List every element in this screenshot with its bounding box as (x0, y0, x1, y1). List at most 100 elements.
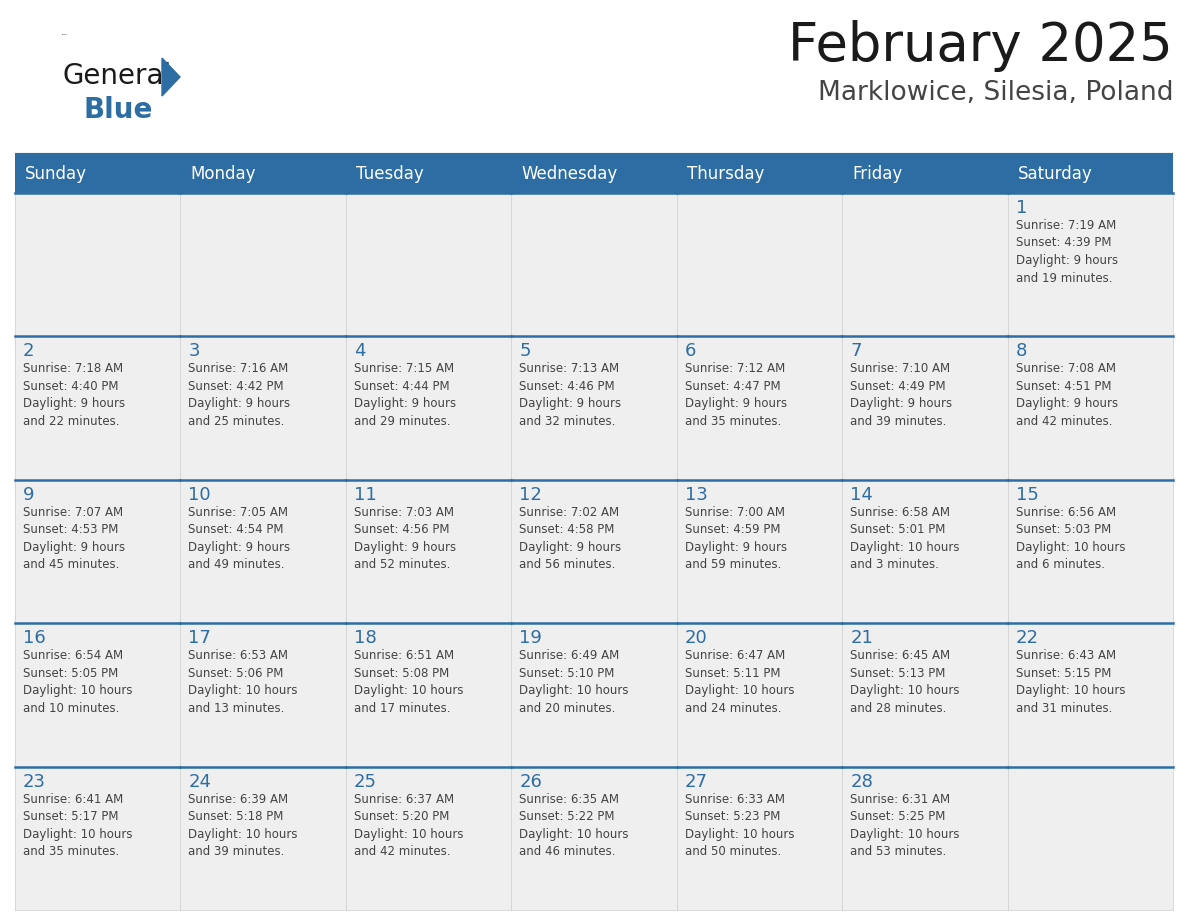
Text: Sunrise: 6:31 AM
Sunset: 5:25 PM
Daylight: 10 hours
and 53 minutes.: Sunrise: 6:31 AM Sunset: 5:25 PM Dayligh… (851, 792, 960, 858)
Bar (1007, 480, 1173, 623)
Bar (842, 623, 1007, 767)
Text: Saturday: Saturday (1018, 165, 1092, 183)
Text: Sunrise: 6:35 AM
Sunset: 5:22 PM
Daylight: 10 hours
and 46 minutes.: Sunrise: 6:35 AM Sunset: 5:22 PM Dayligh… (519, 792, 628, 858)
Bar (1007, 767, 1173, 910)
Text: Sunrise: 6:54 AM
Sunset: 5:05 PM
Daylight: 10 hours
and 10 minutes.: Sunrise: 6:54 AM Sunset: 5:05 PM Dayligh… (23, 649, 133, 715)
Bar (842, 767, 1007, 910)
Text: Sunrise: 7:18 AM
Sunset: 4:40 PM
Daylight: 9 hours
and 22 minutes.: Sunrise: 7:18 AM Sunset: 4:40 PM Dayligh… (23, 363, 125, 428)
Bar (1007, 155, 1173, 193)
Text: Monday: Monday (190, 165, 255, 183)
Bar (842, 193, 1007, 336)
Bar (1007, 336, 1173, 480)
Bar (15, 193, 181, 336)
Text: Sunday: Sunday (25, 165, 87, 183)
Text: Sunrise: 7:12 AM
Sunset: 4:47 PM
Daylight: 9 hours
and 35 minutes.: Sunrise: 7:12 AM Sunset: 4:47 PM Dayligh… (684, 363, 786, 428)
Bar (181, 155, 346, 193)
Text: Sunrise: 6:51 AM
Sunset: 5:08 PM
Daylight: 10 hours
and 17 minutes.: Sunrise: 6:51 AM Sunset: 5:08 PM Dayligh… (354, 649, 463, 715)
Text: Sunrise: 7:19 AM
Sunset: 4:39 PM
Daylight: 9 hours
and 19 minutes.: Sunrise: 7:19 AM Sunset: 4:39 PM Dayligh… (1016, 219, 1118, 285)
Bar (677, 155, 842, 193)
Text: 9: 9 (23, 486, 34, 504)
Bar (15, 767, 181, 910)
Text: Sunrise: 7:02 AM
Sunset: 4:58 PM
Daylight: 9 hours
and 56 minutes.: Sunrise: 7:02 AM Sunset: 4:58 PM Dayligh… (519, 506, 621, 571)
Text: 17: 17 (189, 629, 211, 647)
Text: Sunrise: 6:41 AM
Sunset: 5:17 PM
Daylight: 10 hours
and 35 minutes.: Sunrise: 6:41 AM Sunset: 5:17 PM Dayligh… (23, 792, 133, 858)
Bar (511, 336, 677, 480)
Bar (346, 193, 511, 336)
Text: 19: 19 (519, 629, 542, 647)
Text: Sunrise: 6:33 AM
Sunset: 5:23 PM
Daylight: 10 hours
and 50 minutes.: Sunrise: 6:33 AM Sunset: 5:23 PM Dayligh… (684, 792, 795, 858)
Text: 11: 11 (354, 486, 377, 504)
Text: 13: 13 (684, 486, 708, 504)
Bar (511, 480, 677, 623)
Bar (842, 336, 1007, 480)
Text: Sunrise: 7:16 AM
Sunset: 4:42 PM
Daylight: 9 hours
and 25 minutes.: Sunrise: 7:16 AM Sunset: 4:42 PM Dayligh… (189, 363, 291, 428)
Text: Sunrise: 6:53 AM
Sunset: 5:06 PM
Daylight: 10 hours
and 13 minutes.: Sunrise: 6:53 AM Sunset: 5:06 PM Dayligh… (189, 649, 298, 715)
Text: Sunrise: 6:37 AM
Sunset: 5:20 PM
Daylight: 10 hours
and 42 minutes.: Sunrise: 6:37 AM Sunset: 5:20 PM Dayligh… (354, 792, 463, 858)
Bar (346, 480, 511, 623)
Bar (15, 155, 181, 193)
Bar (511, 767, 677, 910)
Text: Wednesday: Wednesday (522, 165, 618, 183)
Text: 10: 10 (189, 486, 211, 504)
Text: 8: 8 (1016, 342, 1026, 361)
Text: 6: 6 (684, 342, 696, 361)
Text: 15: 15 (1016, 486, 1038, 504)
Text: 24: 24 (189, 773, 211, 790)
Text: Sunrise: 6:56 AM
Sunset: 5:03 PM
Daylight: 10 hours
and 6 minutes.: Sunrise: 6:56 AM Sunset: 5:03 PM Dayligh… (1016, 506, 1125, 571)
Text: February: February (62, 34, 69, 35)
Bar (1007, 193, 1173, 336)
Bar (511, 155, 677, 193)
Bar (346, 155, 511, 193)
Text: 18: 18 (354, 629, 377, 647)
Bar (1007, 623, 1173, 767)
Text: Sunrise: 7:15 AM
Sunset: 4:44 PM
Daylight: 9 hours
and 29 minutes.: Sunrise: 7:15 AM Sunset: 4:44 PM Dayligh… (354, 363, 456, 428)
Text: 14: 14 (851, 486, 873, 504)
Text: Sunrise: 7:08 AM
Sunset: 4:51 PM
Daylight: 9 hours
and 42 minutes.: Sunrise: 7:08 AM Sunset: 4:51 PM Dayligh… (1016, 363, 1118, 428)
Bar (181, 480, 346, 623)
Text: 20: 20 (684, 629, 708, 647)
Text: Thursday: Thursday (687, 165, 764, 183)
Text: Sunrise: 7:05 AM
Sunset: 4:54 PM
Daylight: 9 hours
and 49 minutes.: Sunrise: 7:05 AM Sunset: 4:54 PM Dayligh… (189, 506, 291, 571)
Bar (677, 623, 842, 767)
Bar (15, 336, 181, 480)
Text: Sunrise: 6:58 AM
Sunset: 5:01 PM
Daylight: 10 hours
and 3 minutes.: Sunrise: 6:58 AM Sunset: 5:01 PM Dayligh… (851, 506, 960, 571)
Bar (677, 767, 842, 910)
Bar (15, 623, 181, 767)
Text: 16: 16 (23, 629, 46, 647)
Bar (511, 623, 677, 767)
Bar (346, 623, 511, 767)
Text: 4: 4 (354, 342, 366, 361)
Bar (677, 193, 842, 336)
Text: Sunrise: 7:07 AM
Sunset: 4:53 PM
Daylight: 9 hours
and 45 minutes.: Sunrise: 7:07 AM Sunset: 4:53 PM Dayligh… (23, 506, 125, 571)
Text: 25: 25 (354, 773, 377, 790)
Text: Sunrise: 6:45 AM
Sunset: 5:13 PM
Daylight: 10 hours
and 28 minutes.: Sunrise: 6:45 AM Sunset: 5:13 PM Dayligh… (851, 649, 960, 715)
Bar (677, 336, 842, 480)
Bar (15, 480, 181, 623)
Text: February 2025: February 2025 (789, 20, 1173, 72)
Text: Sunrise: 7:13 AM
Sunset: 4:46 PM
Daylight: 9 hours
and 32 minutes.: Sunrise: 7:13 AM Sunset: 4:46 PM Dayligh… (519, 363, 621, 428)
Text: Sunrise: 6:43 AM
Sunset: 5:15 PM
Daylight: 10 hours
and 31 minutes.: Sunrise: 6:43 AM Sunset: 5:15 PM Dayligh… (1016, 649, 1125, 715)
Bar (511, 193, 677, 336)
Text: Sunrise: 6:49 AM
Sunset: 5:10 PM
Daylight: 10 hours
and 20 minutes.: Sunrise: 6:49 AM Sunset: 5:10 PM Dayligh… (519, 649, 628, 715)
Text: 21: 21 (851, 629, 873, 647)
Polygon shape (162, 58, 181, 96)
Text: 12: 12 (519, 486, 542, 504)
Text: General: General (62, 62, 171, 90)
Text: Tuesday: Tuesday (356, 165, 424, 183)
Text: 7: 7 (851, 342, 861, 361)
Text: 3: 3 (189, 342, 200, 361)
Text: 5: 5 (519, 342, 531, 361)
Text: 26: 26 (519, 773, 542, 790)
Text: Friday: Friday (852, 165, 903, 183)
Bar (346, 767, 511, 910)
Bar (842, 155, 1007, 193)
Text: Sunrise: 7:03 AM
Sunset: 4:56 PM
Daylight: 9 hours
and 52 minutes.: Sunrise: 7:03 AM Sunset: 4:56 PM Dayligh… (354, 506, 456, 571)
Text: Sunrise: 6:39 AM
Sunset: 5:18 PM
Daylight: 10 hours
and 39 minutes.: Sunrise: 6:39 AM Sunset: 5:18 PM Dayligh… (189, 792, 298, 858)
Bar (181, 336, 346, 480)
Bar (346, 336, 511, 480)
Bar (181, 623, 346, 767)
Text: 2: 2 (23, 342, 34, 361)
Bar (181, 193, 346, 336)
Text: Sunrise: 7:10 AM
Sunset: 4:49 PM
Daylight: 9 hours
and 39 minutes.: Sunrise: 7:10 AM Sunset: 4:49 PM Dayligh… (851, 363, 953, 428)
Text: 1: 1 (1016, 199, 1026, 217)
